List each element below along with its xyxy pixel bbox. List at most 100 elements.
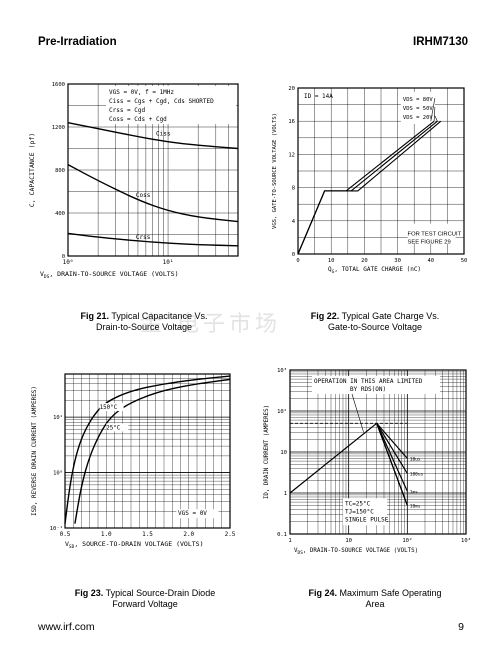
note-bg <box>407 223 456 244</box>
series-label-coss: Coss <box>136 192 151 199</box>
series-ciss <box>67 122 239 150</box>
x-tick-label: 10² <box>402 537 412 544</box>
y-tick-label: 10⁻¹ <box>50 525 63 532</box>
x-tick-label: 0 <box>296 258 299 264</box>
x-tick-label: 1 <box>288 538 291 544</box>
caption-fig22-number: Fig 22. <box>310 311 340 321</box>
condition-tc: TC=25°C <box>345 500 371 507</box>
chart-gate-charge: 0 4 8 12 16 20 0 10 20 30 40 50 VGS, GATE-TO-SOURCE … <box>258 80 488 285</box>
pulse-label-10ms: 10ms <box>410 503 421 509</box>
caption-fig23: Fig 23. Typical Source-Drain Diode Forwa… <box>60 588 230 610</box>
legend-leader <box>433 106 436 122</box>
series-label-crss: Crss <box>136 234 151 241</box>
caption-fig22-text2: Gate-to-Source Voltage <box>327 322 423 332</box>
pulse-label-1ms: 1ms <box>410 489 418 495</box>
y-axis-label: ID, DRAIN CURRENT (AMPERES) <box>264 405 270 499</box>
footer-url: www.irf.com <box>38 621 95 633</box>
series-crss <box>67 232 239 247</box>
caption-fig23-text1: Typical Source-Drain Diode <box>105 588 216 598</box>
y-tick-label: 12 <box>288 152 295 158</box>
x-tick-label: 10¹ <box>163 259 174 266</box>
x-axis-label: VDS, DRAIN-TO-SOURCE VOLTAGE (VOLTS) <box>294 548 418 556</box>
x-tick-label: 20 <box>361 258 368 264</box>
legend-entry: VDS = 50V <box>403 106 433 112</box>
y-tick-label: 16 <box>288 119 295 125</box>
condition-tj: TJ=150°C <box>345 508 374 515</box>
y-tick-label: 4 <box>292 219 296 225</box>
header-part-number: IRHM7130 <box>413 36 468 48</box>
y-tick-label: 0 <box>292 252 295 258</box>
watermark: 金 电子市场 <box>140 312 281 337</box>
x-tick-label: 10³ <box>461 537 471 544</box>
operation-note: BY RDS(ON) <box>350 386 386 393</box>
note-leader <box>351 393 364 433</box>
note-bg <box>176 509 219 519</box>
caption-fig21-text2: Drain-to-Source Voltage <box>95 322 193 332</box>
x-tick-label: 2.0 <box>183 531 194 538</box>
caption-fig23-number: Fig 23. <box>74 588 104 598</box>
y-tick-label: 1600 <box>52 82 65 88</box>
x-tick-label: 1.0 <box>101 531 112 538</box>
y-axis-label: C, CAPACITANCE (pf) <box>28 133 36 207</box>
legend-leader <box>434 115 438 122</box>
label-bg <box>106 423 129 432</box>
x-tick-label: 30 <box>394 258 401 264</box>
vgs-note: VGS = 0V <box>178 510 207 517</box>
series-10us <box>376 422 408 459</box>
x-tick-label: 10 <box>328 258 335 264</box>
pulse-label-100us: 100us <box>410 471 424 477</box>
series-rdsonlimit <box>289 422 378 494</box>
series-100us <box>376 422 408 474</box>
x-tick-label: 1.5 <box>142 531 153 538</box>
x-tick-label: 40 <box>427 258 434 264</box>
y-tick-label: 8 <box>292 186 295 192</box>
y-tick-label: 1 <box>284 491 287 497</box>
legend-entry: Crss = Cgd <box>109 107 146 114</box>
header-title: Pre-Irradiation <box>38 36 117 48</box>
x-tick-label: 0.5 <box>60 531 71 538</box>
series-label-ciss: Ciss <box>156 131 171 138</box>
legend-bg <box>106 86 236 124</box>
pulse-label-10us: 10us <box>410 456 421 462</box>
y-tick-label: 10³ <box>277 367 287 374</box>
legend-entry: VDS = 80V <box>403 97 433 103</box>
caption-fig21-text1: Typical Capacitance Vs. <box>111 311 208 321</box>
y-tick-label: 0 <box>62 254 65 260</box>
legend-bg <box>400 92 435 124</box>
chart-safe-operating-area: 10³ 10² 10 1 0.1 1 10 10² 10³ ID, DRAIN CURRENT (… <box>258 366 488 558</box>
caption-fig24-text1: Maximum Safe Operating <box>339 588 442 598</box>
chart-diode-forward: 10⁻¹ 10⁰ 10¹ 0.5 1.0 1.5 2.0 2.5 ISD, REVERSE DR… <box>20 368 250 558</box>
legend-entry: VGS = 0V, f = 1MHz <box>109 89 174 96</box>
gate-charge-plot: 0 4 8 12 16 20 0 10 20 30 40 50 VGS, GATE-TO-SOURCE … <box>272 86 468 275</box>
label-bg <box>99 403 124 412</box>
series-vds20v <box>297 120 435 255</box>
caption-fig23-text2: Forward Voltage <box>112 599 178 609</box>
caption-fig22: Fig 22. Typical Gate Charge Vs. Gate-to-… <box>295 311 455 333</box>
y-tick-label: 20 <box>288 86 295 92</box>
x-tick-label: 10⁰ <box>63 259 74 266</box>
x-tick-label: 2.5 <box>225 531 236 538</box>
diode-forward-plot: 10⁻¹ 10⁰ 10¹ 0.5 1.0 1.5 2.0 2.5 ISD, REVERSE DR… <box>31 373 236 550</box>
y-tick-label: 10⁰ <box>53 470 63 477</box>
series-label-25c: 25°C <box>106 425 120 431</box>
legend-entry: Ciss = Cgs + Cgd, Cds SHORTED <box>109 98 214 105</box>
condition-pulse: SINGLE PULSE <box>345 516 389 523</box>
x-tick-label: 50 <box>461 258 468 264</box>
note-bg <box>312 376 440 394</box>
footer-page-number: 9 <box>458 621 464 633</box>
legend-entry: Coss = Cds + Cgd <box>109 116 167 123</box>
caption-fig21: Fig 21. Typical Capacitance Vs. Drain-to… <box>64 311 224 333</box>
capacitance-plot: 0 400 800 1200 1600 10⁰ 10¹ C, CAPACITANCE (pf)… <box>28 82 239 280</box>
series-25c <box>74 378 231 524</box>
series-dc <box>376 423 408 506</box>
series-coss <box>67 164 239 223</box>
caption-fig21-number: Fig 21. <box>80 311 110 321</box>
series-label-150c: 150°C <box>100 405 118 411</box>
legend-leader <box>430 97 436 122</box>
caption-fig22-text1: Typical Gate Charge Vs. <box>341 311 440 321</box>
x-axis-label: VSD, SOURCE-TO-DRAIN VOLTAGE (VOLTS) <box>65 540 203 550</box>
y-tick-label: 0.1 <box>277 532 287 538</box>
conditions-bg <box>342 498 387 526</box>
series-1ms <box>376 423 408 492</box>
y-axis-label: VGS, GATE-TO-SOURCE VOLTAGE (VOLTS) <box>272 113 278 229</box>
